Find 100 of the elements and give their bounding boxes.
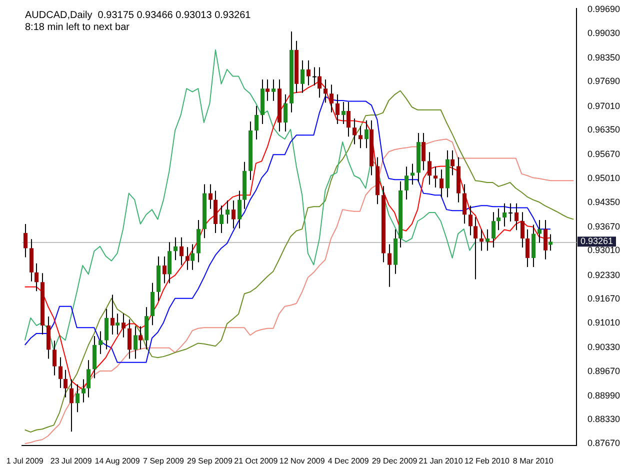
x-tick-label: 14 Aug 2009 [94,456,140,466]
candlestick [64,369,68,398]
x-tick-label: 21 Jan 2010 [418,456,464,466]
candlestick [238,190,242,229]
x-tick-label: 4 Dec 2009 [328,456,370,466]
candlestick [284,94,288,132]
y-tick-label: 0.92330 [587,270,620,280]
x-tick-label: 23 Jul 2009 [50,456,92,466]
candlestick [474,216,478,280]
candlestick [186,246,190,270]
candlestick [82,378,86,403]
candlestick [254,105,258,140]
candlestick [98,330,102,355]
candlestick [422,132,426,171]
candlestick [174,236,178,261]
y-tick-label: 0.88330 [587,414,620,424]
candlestick [34,262,38,292]
y-tick-label: 0.99690 [587,4,620,14]
y-tick-label: 0.90330 [587,342,620,352]
candlestick [226,200,230,224]
candlestick [468,205,472,236]
candlestick [70,378,74,432]
candlestick [134,326,138,360]
candlestick [388,244,392,288]
candlestick [440,168,444,198]
candlestick [358,126,362,149]
candlestick [24,224,28,258]
candlestick [352,118,356,145]
candlestick [266,79,270,102]
candlestick [104,308,108,350]
candlestick [428,152,432,186]
x-tick-label: 1 Jul 2009 [6,456,44,466]
candlestick [496,208,500,231]
candlestick [346,101,350,138]
candlestick [538,220,542,244]
candlestick [486,228,490,252]
candlestick [86,360,90,398]
y-tick-label: 0.98350 [587,52,620,62]
candlestick [364,120,368,149]
candlestick [52,340,56,376]
candlestick [76,384,80,413]
candlestick [342,101,346,124]
candlestick [520,212,524,248]
y-tick-label: 0.95010 [587,172,620,183]
y-tick-label: 0.93010 [587,245,620,256]
candlestick [544,220,548,260]
ref-line-label: 0.93261 [580,236,614,246]
y-tick-label: 0.95670 [587,149,620,160]
y-tick-label: 0.96350 [587,124,620,135]
candlestick [162,256,166,284]
candlestick [168,242,172,284]
candlestick [180,236,184,266]
candlestick [462,184,466,224]
y-tick-label: 0.97010 [587,100,620,111]
candlestick [450,150,454,176]
x-tick-label: 8 Mar 2010 [512,456,554,466]
y-tick-label: 0.91010 [587,317,620,328]
candlestick [272,79,276,102]
candlestick [492,212,496,248]
chart-title: AUDCAD,Daily 0.93175 0.93466 0.93013 0.93261 [25,10,252,22]
y-tick-label: 0.91670 [587,294,620,304]
annotation: 8:18 min left to next bar [25,22,130,34]
candlestick [508,202,512,222]
x-tick-label: 21 Oct 2009 [234,456,278,466]
x-tick-label: 12 Nov 2009 [279,456,326,466]
y-tick-label: 0.99030 [587,28,620,38]
candlestick [116,313,120,336]
x-tick-label: 12 Feb 2010 [464,456,510,466]
candlestick [110,294,114,336]
x-tick-label: 7 Sep 2009 [143,456,185,466]
candlestick [404,166,408,200]
candlestick [434,166,438,188]
candlestick [502,202,506,228]
y-tick-label: 0.89670 [587,366,620,376]
y-tick-label: 0.87670 [587,438,620,448]
y-tick-label: 0.97690 [587,76,620,86]
candlestick [480,228,484,252]
candlestick [548,234,552,252]
x-tick-label: 29 Sep 2009 [187,456,233,466]
candlestick [138,326,142,350]
candlestick [514,202,518,231]
candlestick [58,356,62,388]
candlestick [306,60,310,86]
candlestick [190,244,194,270]
candlestick [336,94,340,124]
candlestick [410,163,414,186]
y-tick-label: 0.88990 [587,390,620,400]
candlestick [526,228,530,268]
candlestick [324,79,328,104]
candlestick [220,205,224,234]
candlestick [208,184,212,210]
candlestick [330,84,334,113]
candlestick [128,318,132,360]
candlestick [232,200,236,229]
x-tick-label: 29 Dec 2009 [372,456,418,466]
candlestick [312,66,316,86]
y-tick-label: 0.94350 [587,196,620,207]
candlestick [300,60,304,94]
candlestick [122,313,126,338]
y-tick-label: 0.93670 [587,221,620,232]
